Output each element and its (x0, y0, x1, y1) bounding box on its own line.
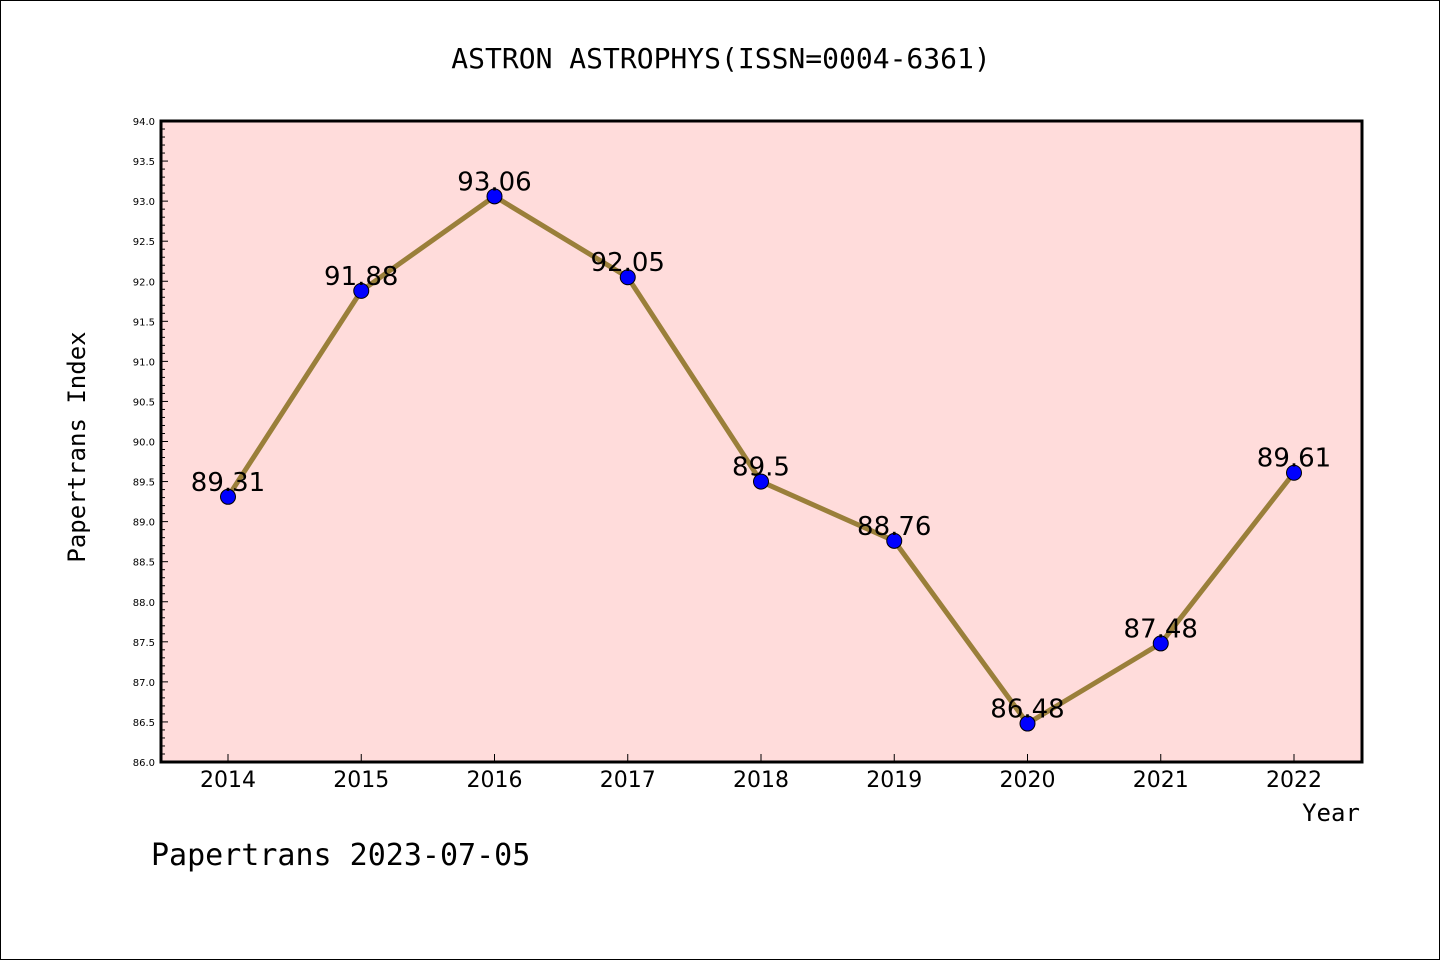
y-tick-label: 91.5 (133, 317, 155, 328)
x-tick-label: 2019 (866, 768, 922, 793)
y-tick-label: 91.0 (133, 357, 155, 368)
y-tick-label: 89.0 (133, 518, 155, 529)
data-label-2019: 88.76 (857, 512, 931, 542)
y-axis: 86.0 86.5 87.0 87.5 88.0 88.5 89.0 89.5 90.0 90.5… (133, 117, 168, 769)
x-tick-label: 2020 (1000, 768, 1056, 793)
plot-area (159, 119, 1364, 764)
data-label-2018: 89.5 (732, 453, 790, 483)
y-tick-label: 87.5 (133, 638, 155, 649)
x-tick-label: 2022 (1266, 768, 1322, 793)
y-tick-label: 86.5 (133, 718, 155, 729)
y-tick-label: 88.5 (133, 558, 155, 569)
data-label-2021: 87.48 (1124, 614, 1198, 644)
data-point-2017 (619, 269, 636, 286)
data-label-2020: 86.48 (990, 695, 1064, 725)
data-label-2017: 92.05 (591, 248, 665, 278)
data-point-2014 (220, 488, 236, 505)
y-tick-label: 90.0 (133, 438, 155, 449)
x-axis-label: Year (1302, 799, 1360, 827)
data-point-2019 (886, 532, 903, 549)
x-tick-label: 2018 (733, 768, 789, 793)
x-tick-label: 2017 (600, 768, 656, 793)
y-tick-label: 93.5 (133, 157, 155, 168)
data-point-2016 (486, 188, 503, 205)
y-axis-label: Papertrans Index (63, 331, 91, 562)
data-label-2014: 89.31 (191, 468, 265, 498)
data-label-2016: 93.06 (457, 167, 531, 197)
data-point-2015 (353, 282, 370, 299)
chart-title: ASTRON ASTROPHYS(ISSN=0004-6361) (451, 42, 990, 75)
x-axis: 2014 2015 2016 2017 2018 2019 2020 2021 2022 (200, 754, 1322, 793)
x-tick-label: 2014 (200, 768, 256, 793)
y-tick-label: 90.5 (133, 397, 155, 408)
x-tick-label: 2021 (1133, 768, 1189, 793)
y-tick-label: 92.5 (133, 237, 155, 248)
data-labels: 89.31 91.88 93.06 92.05 89.5 88.76 86.48 87.48 8… (191, 167, 1331, 724)
data-label-2015: 91.88 (324, 262, 398, 292)
y-tick-label: 88.0 (133, 598, 155, 609)
y-tick-label: 87.0 (133, 678, 155, 689)
data-point-2021 (1152, 635, 1169, 652)
y-tick-label: 92.0 (133, 277, 155, 288)
data-point-2022 (1286, 464, 1302, 481)
data-label-2022: 89.61 (1257, 444, 1331, 474)
y-tick-label: 93.0 (133, 197, 155, 208)
y-tick-label: 94.0 (133, 117, 155, 128)
y-tick-label: 89.5 (133, 478, 155, 489)
data-point-2020 (1019, 715, 1036, 732)
y-tick-label: 86.0 (133, 758, 155, 769)
x-tick-label: 2015 (333, 768, 389, 793)
data-point-2018 (753, 473, 769, 490)
footer-text: Papertrans 2023-07-05 (151, 838, 530, 873)
x-tick-label: 2016 (467, 768, 523, 793)
data-points (220, 188, 1302, 732)
